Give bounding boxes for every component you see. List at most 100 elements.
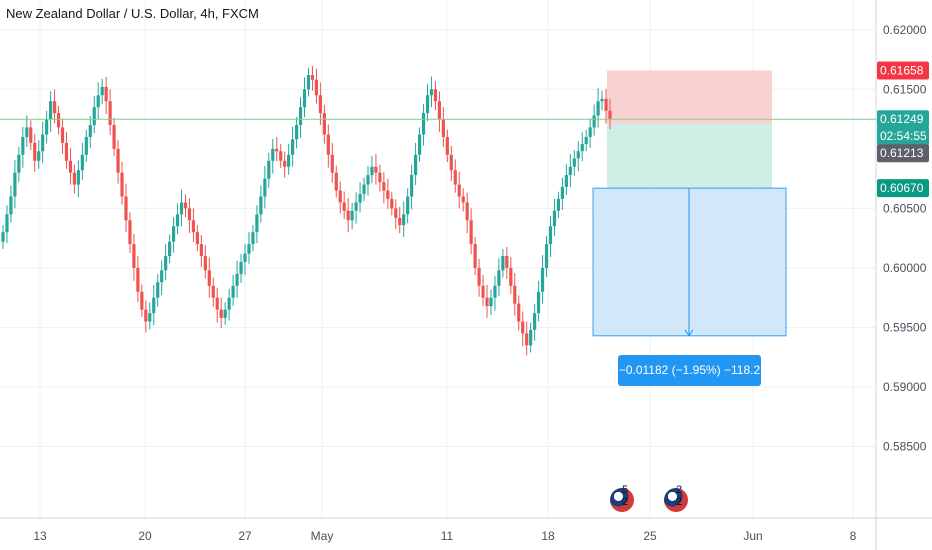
candle-body xyxy=(25,127,29,137)
y-tick-label: 0.59500 xyxy=(883,320,927,334)
candle-body xyxy=(584,136,588,145)
candle-body xyxy=(136,267,140,292)
candle-body xyxy=(501,256,505,271)
x-tick-label: 27 xyxy=(238,529,252,543)
candle-body xyxy=(56,113,61,128)
candle-body xyxy=(171,226,176,242)
candle-body xyxy=(429,89,434,96)
x-tick-label: May xyxy=(311,529,334,543)
candle-body xyxy=(386,190,390,199)
candle-body xyxy=(509,267,513,286)
candle-body xyxy=(362,184,366,195)
candle-body xyxy=(271,148,275,161)
price-badge-text: 0.61249 xyxy=(880,112,924,126)
candle-body xyxy=(469,220,473,245)
candle-body xyxy=(64,142,69,161)
candle-body xyxy=(140,291,144,310)
candle-body xyxy=(533,313,537,330)
candle-body xyxy=(49,101,53,120)
candle-body xyxy=(120,172,124,197)
candle-body xyxy=(203,256,207,271)
candle-body xyxy=(211,285,215,298)
candle-body xyxy=(287,154,291,167)
candle-body xyxy=(267,160,271,179)
candle-body xyxy=(227,297,231,310)
candle-body xyxy=(437,101,442,120)
candle-body xyxy=(421,113,426,135)
candle-body xyxy=(406,196,410,215)
candle-body xyxy=(477,267,481,286)
candle-body xyxy=(433,89,438,102)
candle-body xyxy=(402,214,406,226)
candle-body xyxy=(132,244,136,268)
candle-body xyxy=(521,321,525,334)
candle-body xyxy=(556,198,561,211)
price-badge-text: 0.60670 xyxy=(880,181,924,195)
candle-body xyxy=(13,172,17,197)
candle-body xyxy=(302,89,307,108)
candle-body xyxy=(580,144,584,152)
candle-body xyxy=(5,214,9,233)
candle-body xyxy=(485,297,489,307)
candle-body xyxy=(283,160,287,167)
candle-body xyxy=(536,291,541,314)
candle-body xyxy=(259,196,263,215)
candle-body xyxy=(207,270,211,286)
candle-body xyxy=(548,226,553,245)
candle-body xyxy=(21,136,25,155)
candle-body xyxy=(247,244,251,254)
candle-body xyxy=(417,134,422,155)
event-count: 5 2 xyxy=(622,484,633,508)
measure-arrow-head xyxy=(684,329,694,337)
candle-body xyxy=(576,151,580,159)
candle-body xyxy=(239,261,243,274)
price-badge-bg xyxy=(877,61,929,80)
candle-body xyxy=(544,244,549,268)
candle-body xyxy=(457,184,461,197)
candle-body xyxy=(29,127,33,143)
candle-body xyxy=(17,154,21,173)
candle-body xyxy=(291,139,295,155)
candle-body xyxy=(80,154,84,171)
event-flag-icon[interactable]: 5 2 xyxy=(610,484,640,514)
candle-body xyxy=(461,196,465,203)
measure-label: −0.01182 (−1.95%) −118.2 xyxy=(618,355,761,386)
candle-body xyxy=(116,148,120,173)
price-badge-bg xyxy=(877,179,929,198)
candle-body xyxy=(449,154,453,171)
candle-body xyxy=(604,98,608,111)
candle-body xyxy=(219,309,223,318)
candle-body xyxy=(168,241,172,257)
candle-body xyxy=(243,253,247,262)
price-badge-text: 02:54:55 xyxy=(880,129,927,143)
candle-body xyxy=(552,210,557,227)
flag-circle xyxy=(664,488,688,512)
candle-body xyxy=(84,136,88,155)
candle-body xyxy=(560,186,564,199)
y-tick-label: 0.60500 xyxy=(883,201,927,215)
candle-body xyxy=(568,166,572,176)
price-badge-text: 0.61213 xyxy=(880,146,924,160)
y-tick-label: 0.62000 xyxy=(883,23,927,37)
event-flag-icon[interactable]: 2 2 xyxy=(664,484,694,514)
candle-body xyxy=(294,125,299,140)
candle-body xyxy=(1,232,5,242)
candle-body xyxy=(540,267,545,292)
candle-body xyxy=(72,172,77,185)
candle-body xyxy=(195,232,199,245)
candle-body xyxy=(152,297,156,314)
candle-body xyxy=(223,309,227,318)
candle-body xyxy=(378,172,382,183)
candle-body xyxy=(465,202,469,221)
candle-body xyxy=(525,333,529,346)
y-tick-label: 0.59000 xyxy=(883,380,927,394)
candle-body xyxy=(306,75,311,90)
candle-body xyxy=(128,220,132,245)
candle-body xyxy=(68,160,73,173)
candle-body xyxy=(279,151,283,161)
candle-body xyxy=(156,282,160,298)
candle-body xyxy=(441,119,445,137)
candle-body xyxy=(445,136,449,155)
